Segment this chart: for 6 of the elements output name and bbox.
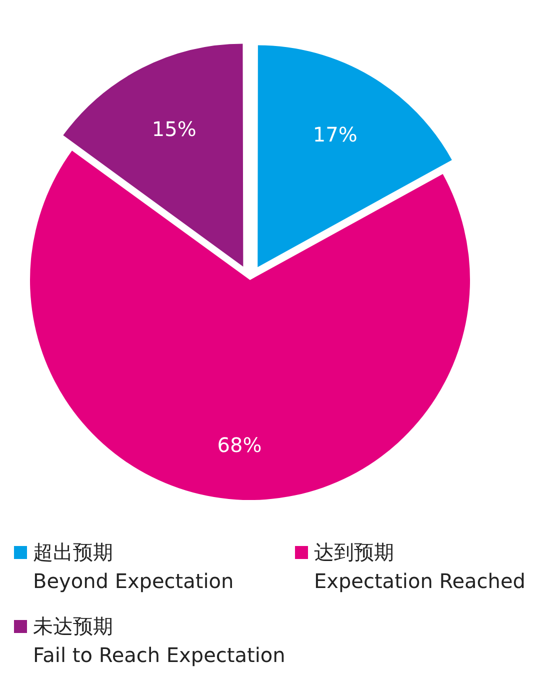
data-label: 17% (312, 122, 358, 146)
legend-label: 未达预期 Fail to Reach Expectation (33, 613, 286, 669)
legend-label: 达到预期 Expectation Reached (314, 539, 526, 595)
data-label: 15% (152, 117, 196, 142)
legend-label: 超出预期 Beyond Expectation (33, 539, 234, 595)
data-label: 68% (217, 433, 262, 458)
